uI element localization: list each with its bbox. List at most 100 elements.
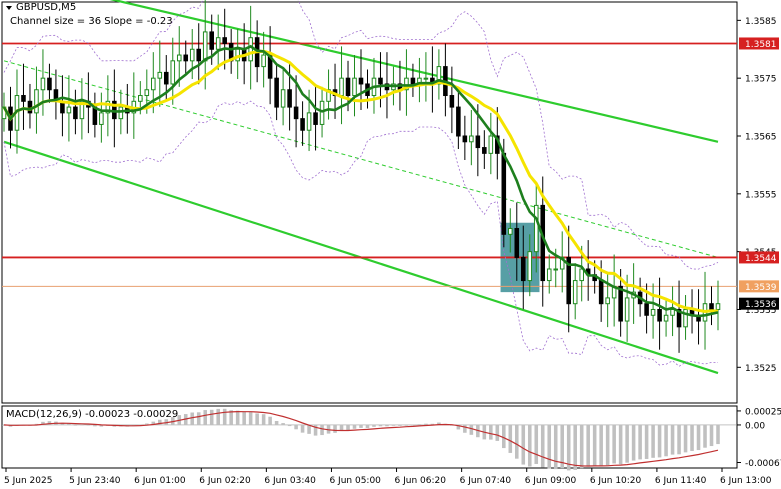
candle-body: [709, 303, 714, 310]
candle-body: [378, 77, 383, 85]
macd-histogram-bar: [540, 424, 545, 468]
candle-body: [313, 112, 318, 125]
candle-body: [715, 303, 721, 310]
macd-histogram-bar: [346, 424, 350, 431]
macd-histogram-bar: [508, 424, 513, 453]
macd-histogram-bar: [631, 424, 636, 461]
macd-histogram-bar: [300, 424, 305, 433]
x-tick-label: 6 Jun 05:00: [329, 476, 381, 486]
macd-histogram-bar: [73, 424, 78, 426]
candle-body: [248, 37, 253, 62]
candle-body: [209, 31, 214, 50]
level-label-bg: [739, 251, 779, 264]
candle-body: [533, 204, 539, 253]
macd-histogram-bar: [255, 413, 259, 425]
macd-y-tick-label: 0.00: [745, 421, 765, 431]
macd-histogram-bar: [437, 422, 441, 425]
y-tick-label: 1.3535: [745, 306, 777, 316]
envelope-upper-line: [3, 0, 719, 270]
macd-histogram-bar: [638, 424, 642, 460]
macd-histogram-bar: [463, 424, 467, 433]
candle-body: [66, 106, 72, 114]
macd-histogram-bar: [281, 423, 285, 425]
macd-histogram-bar: [47, 421, 52, 425]
macd-histogram-bar: [216, 408, 220, 425]
candle-body: [306, 112, 312, 131]
macd-histogram-bar: [359, 424, 363, 428]
envelope-lower-line: [3, 100, 718, 367]
candle-body: [469, 135, 474, 143]
candle-body: [73, 106, 78, 120]
macd-histogram-bar: [235, 410, 240, 425]
macd-histogram-bar: [469, 424, 474, 435]
current-price-label: 1.3536: [745, 300, 777, 310]
macd-histogram-bar: [60, 422, 65, 425]
price-layer: [1, 0, 737, 375]
x-tick-label: 6 Jun 13:00: [720, 476, 772, 486]
macd-histogram-bar: [709, 424, 714, 447]
x-tick-label: 6 Jun 02:20: [199, 476, 251, 486]
macd-histogram-bar: [404, 424, 409, 426]
macd-histogram-bar: [339, 424, 344, 431]
candle-body: [176, 54, 182, 62]
macd-histogram-bar: [690, 424, 694, 451]
macd-histogram-bar: [527, 424, 532, 467]
macd-histogram-bar: [378, 424, 383, 427]
candle-body: [572, 280, 578, 305]
candle-body: [618, 285, 623, 322]
candle-body: [527, 251, 533, 282]
macd-histogram-bar: [203, 410, 208, 425]
candle-body: [358, 77, 364, 85]
y-tick-label: 1.3525: [745, 364, 777, 374]
candle-body: [215, 37, 221, 50]
macd-histogram-bar: [612, 424, 616, 464]
x-tick-label: 5 Jun 23:40: [69, 476, 121, 486]
macd-histogram-bar: [145, 423, 149, 425]
axis-layer: 1.35851.35751.35651.35551.35451.35351.35…: [4, 17, 781, 486]
macd-histogram-bar: [430, 423, 435, 425]
candle-body: [222, 37, 227, 44]
macd-histogram-bar: [579, 424, 584, 469]
candle-body: [644, 303, 649, 316]
macd-histogram-bar: [209, 409, 214, 425]
candle-body: [261, 54, 266, 68]
macd-histogram-bar: [41, 421, 45, 425]
macd-histogram-bar: [196, 412, 201, 425]
macd-histogram-bar: [417, 424, 422, 425]
price-panel: [1, 1, 738, 404]
macd-histogram-bar: [424, 423, 428, 425]
macd-histogram-bar: [657, 424, 662, 458]
candle-body: [47, 77, 52, 91]
level-label-bg: [739, 280, 779, 293]
macd-histogram-bar: [313, 424, 318, 436]
macd-histogram-bar: [365, 424, 370, 429]
macd-histogram-bar: [190, 412, 195, 425]
level-label: 1.3539: [745, 283, 777, 293]
macd-histogram-bar: [372, 424, 376, 427]
triangle-down-icon[interactable]: [6, 6, 12, 10]
macd-histogram-bar: [352, 424, 357, 429]
macd-histogram-bar: [547, 424, 552, 469]
candle-body: [553, 268, 559, 271]
macd-histogram-bar: [320, 424, 324, 436]
x-tick-label: 6 Jun 09:00: [525, 476, 577, 486]
candle-body: [410, 77, 416, 85]
candle-body: [99, 112, 104, 125]
candle-body: [566, 256, 571, 305]
macd-histogram-bar: [534, 424, 539, 464]
channel-indicator-label: Channel size = 36 Slope = -0.23: [10, 16, 173, 27]
candle-body: [144, 89, 150, 97]
macd-histogram-bar: [618, 424, 623, 465]
macd-histogram-bar: [456, 424, 461, 430]
macd-histogram-bar: [716, 424, 720, 445]
macd-histogram-bar: [93, 424, 97, 427]
x-tick-label: 6 Jun 06:20: [395, 476, 447, 486]
macd-histogram-bar: [566, 424, 571, 471]
macd-histogram-bar: [333, 424, 337, 433]
y-tick-label: 1.3555: [745, 190, 777, 200]
macd-y-tick-label: -0.00067: [745, 459, 781, 469]
y-tick-label: 1.3575: [745, 75, 777, 85]
candle-body: [105, 100, 111, 114]
candle-body: [624, 297, 630, 322]
